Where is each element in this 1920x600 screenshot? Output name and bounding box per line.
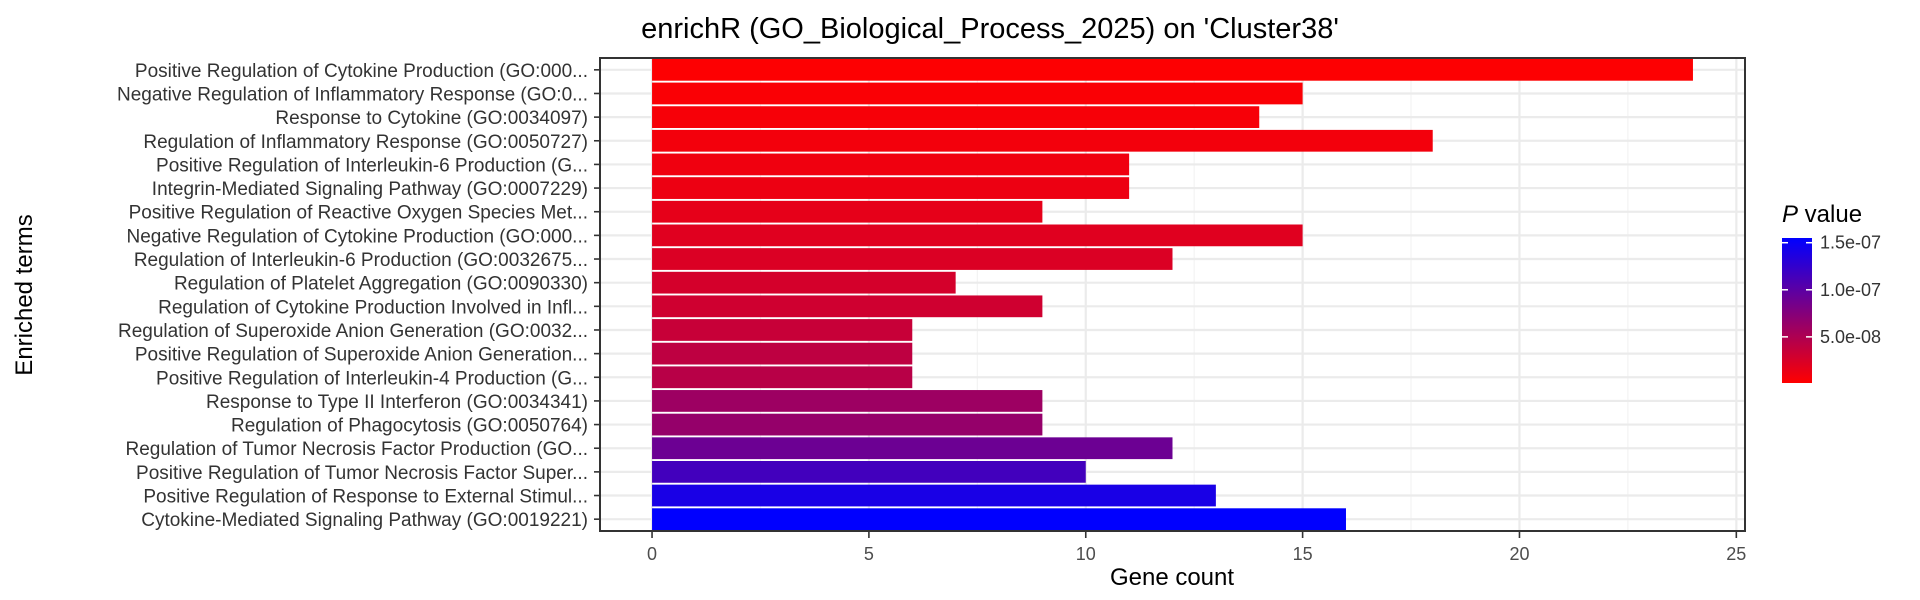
category-label: Negative Regulation of Inflammatory Resp… (117, 84, 588, 105)
bar (652, 484, 1216, 507)
bar (652, 508, 1346, 531)
x-tick-label: 25 (1726, 544, 1746, 564)
legend-title-symbol: P (1782, 201, 1798, 228)
bar (652, 437, 1173, 460)
x-axis-title: Gene count (1110, 564, 1234, 591)
category-label: Regulation of Cytokine Production Involv… (158, 297, 588, 318)
bar (652, 366, 913, 389)
category-label: Positive Regulation of Tumor Necrosis Fa… (136, 463, 588, 484)
x-tick-label: 20 (1509, 544, 1529, 564)
category-label: Regulation of Tumor Necrosis Factor Prod… (125, 439, 588, 460)
bar (652, 82, 1303, 105)
x-tick-label: 10 (1076, 544, 1096, 564)
chart-title: enrichR (GO_Biological_Process_2025) on … (641, 13, 1339, 45)
bar (652, 460, 1086, 483)
category-label: Negative Regulation of Cytokine Producti… (126, 226, 588, 247)
bar (652, 177, 1130, 199)
bar (652, 224, 1303, 247)
bar (652, 413, 1043, 436)
y-axis-title: Enriched terms (11, 214, 38, 375)
bars (652, 58, 1693, 531)
category-label: Positive Regulation of Cytokine Producti… (135, 61, 588, 82)
legend-tick-label: 5.0e-08 (1820, 327, 1881, 347)
category-label: Regulation of Phagocytosis (GO:0050764) (231, 416, 588, 437)
category-label: Response to Type II Interferon (GO:00343… (206, 392, 588, 413)
legend-colorbar (1782, 238, 1812, 383)
category-label: Regulation of Platelet Aggregation (GO:0… (174, 274, 588, 295)
category-label: Regulation of Superoxide Anion Generatio… (118, 321, 588, 342)
bar (652, 319, 913, 341)
category-label: Regulation of Inflammatory Response (GO:… (143, 132, 588, 153)
category-label: Positive Regulation of Interleukin-6 Pro… (156, 155, 588, 176)
x-tick-label: 5 (864, 544, 874, 564)
bar (652, 200, 1043, 223)
category-label: Positive Regulation of Interleukin-4 Pro… (156, 368, 588, 389)
bar (652, 390, 1043, 412)
bar (652, 295, 1043, 318)
bar (652, 248, 1173, 270)
category-label: Regulation of Interleukin-6 Production (… (134, 250, 588, 271)
color-legend: P value 1.5e-07 1.0e-07 5.0e-08 (1782, 201, 1881, 383)
category-labels: Positive Regulation of Cytokine Producti… (117, 61, 600, 531)
bar (652, 153, 1130, 176)
category-label: Response to Cytokine (GO:0034097) (275, 108, 588, 129)
x-tick-label: 15 (1293, 544, 1313, 564)
plot-panel-border (599, 57, 1746, 532)
legend-tick-label: 1.0e-07 (1820, 280, 1881, 300)
x-axis-ticks: 0 5 10 15 20 25 (647, 531, 1746, 564)
category-label: Integrin-Mediated Signaling Pathway (GO:… (152, 179, 588, 200)
category-label: Cytokine-Mediated Signaling Pathway (GO:… (141, 510, 588, 531)
legend-tick-label: 1.5e-07 (1820, 233, 1881, 253)
bar (652, 106, 1260, 129)
bar (652, 58, 1693, 81)
x-tick-label: 0 (647, 544, 657, 564)
legend-ticks: 1.5e-07 1.0e-07 5.0e-08 (1782, 233, 1881, 347)
category-label: Positive Regulation of Superoxide Anion … (135, 345, 588, 366)
bar (652, 271, 956, 294)
grid (600, 58, 1745, 531)
legend-title-text: value (1798, 201, 1862, 228)
category-label: Positive Regulation of Reactive Oxygen S… (129, 203, 588, 224)
bar (652, 129, 1433, 152)
bar (652, 342, 913, 365)
legend-title: P value (1782, 201, 1862, 228)
category-label: Positive Regulation of Response to Exter… (143, 487, 588, 508)
